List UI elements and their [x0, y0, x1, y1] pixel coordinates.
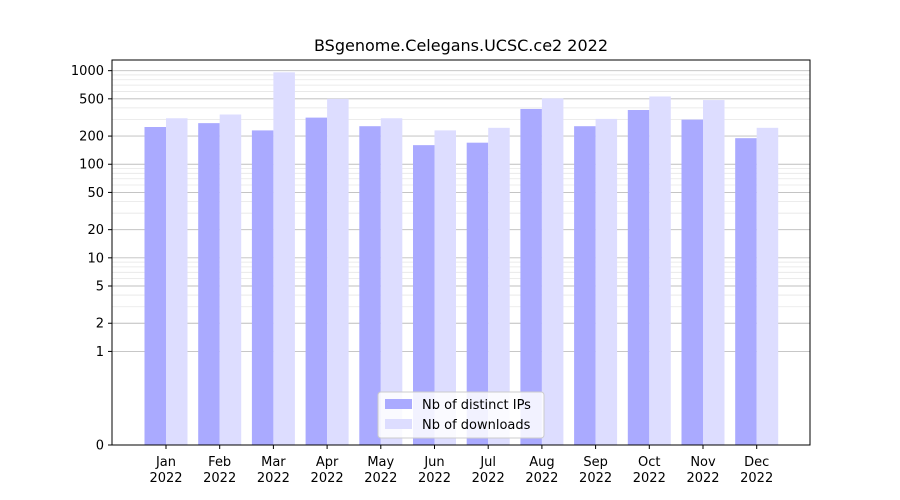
bar — [305, 117, 328, 445]
y-tick-label: 0 — [96, 439, 104, 454]
x-tick-label: Aug 2022 — [525, 455, 558, 486]
x-tick-label: Apr 2022 — [311, 455, 344, 486]
legend-label: Nb of downloads — [422, 418, 531, 433]
bar — [144, 127, 166, 445]
bar — [273, 72, 295, 446]
bar — [735, 138, 757, 446]
x-tick-label: Jun 2022 — [418, 455, 451, 486]
bar — [380, 118, 403, 445]
y-tick-label: 200 — [79, 130, 104, 145]
x-tick-label: Dec 2022 — [740, 455, 773, 486]
legend-label: Nb of distinct IPs — [422, 398, 531, 413]
bar — [703, 100, 725, 445]
x-tick-label: Jan 2022 — [149, 455, 182, 486]
y-tick-label: 2 — [96, 317, 104, 332]
y-tick-label: 100 — [79, 158, 104, 173]
bar — [251, 130, 274, 446]
y-tick-label: 1000 — [71, 64, 104, 79]
y-tick-label: 500 — [79, 92, 104, 107]
bars — [144, 72, 779, 446]
y-tick-label: 1 — [96, 345, 104, 360]
bar — [595, 118, 618, 445]
bar — [359, 126, 381, 445]
axes: 0 1 2 5 10 20 50 100 200 500 1000 Jan 2022 Feb 2022 Mar… — [71, 59, 811, 486]
bar — [327, 98, 349, 446]
y-tick-label: 10 — [87, 251, 104, 266]
bar — [466, 142, 489, 445]
x-tick-label: Feb 2022 — [203, 455, 236, 486]
bar — [413, 145, 435, 445]
y-tick-label: 5 — [96, 280, 104, 295]
legend: Nb of distinct IPs Nb of downloads — [377, 391, 545, 439]
bar — [649, 96, 671, 446]
x-tick-label: Mar 2022 — [257, 455, 290, 486]
x-tick-label: Oct 2022 — [633, 455, 666, 486]
bar — [681, 119, 703, 446]
chart-title: BSgenome.Celegans.UCSC.ce2 2022 — [314, 36, 608, 55]
bar — [520, 108, 542, 446]
bar — [541, 98, 564, 445]
legend-swatch — [385, 399, 412, 409]
legend-swatch — [385, 419, 412, 429]
legend-box — [377, 391, 545, 439]
y-tick-label: 50 — [87, 186, 104, 201]
bar — [756, 127, 779, 445]
bar — [627, 109, 650, 446]
bar — [219, 114, 242, 445]
x-tick-label: Nov 2022 — [686, 455, 719, 486]
x-tick-label: Jul 2022 — [472, 455, 505, 486]
bar — [574, 126, 596, 445]
plot-frame — [111, 59, 811, 446]
bar — [198, 123, 220, 446]
x-tick-label: Sep 2022 — [579, 455, 612, 486]
bar — [434, 130, 456, 446]
bar — [488, 127, 510, 445]
y-tick-label: 20 — [87, 223, 104, 238]
bar — [166, 118, 188, 445]
x-tick-label: May 2022 — [364, 455, 397, 486]
